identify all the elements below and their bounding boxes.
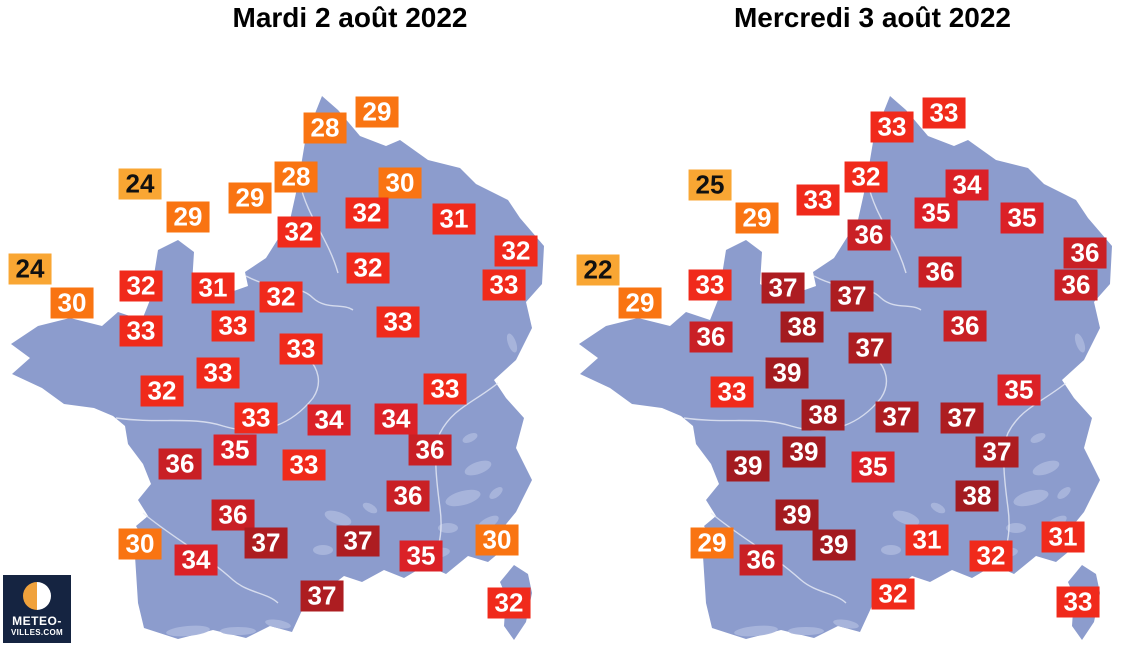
map-title-tuesday: Mardi 2 août 2022 xyxy=(232,2,468,33)
logo-text-line2: VILLES.COM xyxy=(11,628,63,637)
map-title-wednesday: Mercredi 3 août 2022 xyxy=(733,2,1012,33)
meteo-villes-logo: METEO- VILLES.COM xyxy=(3,575,71,643)
meteo-villes-logo-icon xyxy=(23,582,51,610)
france-map-wednesday xyxy=(578,95,1113,640)
logo-text-line1: METEO- xyxy=(12,614,62,628)
france-map-tuesday xyxy=(10,95,545,640)
